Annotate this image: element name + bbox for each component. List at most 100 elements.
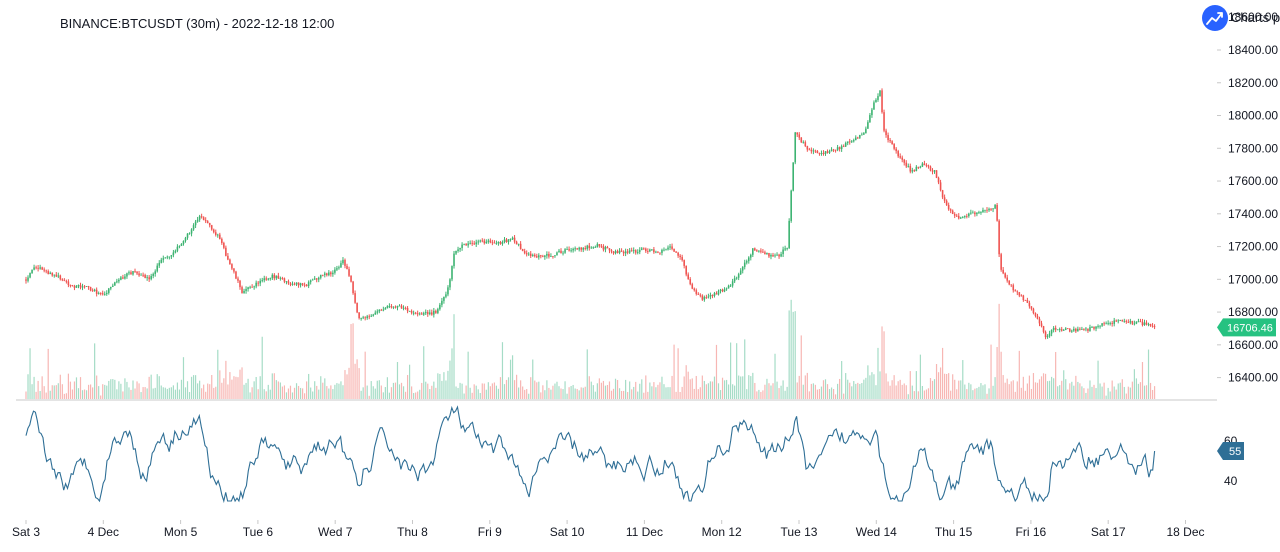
candle-body: [142, 274, 144, 276]
candle-body: [695, 290, 698, 294]
candle-body: [804, 142, 807, 147]
volume-bar: [201, 388, 203, 399]
volume-bar: [610, 390, 613, 399]
candle-body: [970, 212, 972, 214]
candle-body: [745, 261, 748, 263]
volume-bar: [843, 393, 845, 399]
candle-body: [628, 250, 631, 253]
volume-bar: [461, 383, 463, 399]
candle-body: [917, 166, 920, 168]
rsi-line[interactable]: [25, 405, 1156, 504]
time-axis[interactable]: Sat 3 4 Dec Mon 5 Tue 6 Wed 7 Thu 8 Fri 9 Sat 1…: [12, 520, 1205, 539]
volume-bar: [804, 375, 806, 399]
volume-bar: [770, 385, 772, 399]
volume-bar: [705, 384, 707, 399]
candle-body: [33, 267, 35, 270]
volume-bar: [1046, 381, 1049, 399]
candle-body: [1121, 320, 1124, 322]
candle-body: [1097, 326, 1099, 327]
volume-bar: [1030, 388, 1033, 399]
candle-body: [396, 305, 399, 308]
volume-bar: [792, 311, 794, 399]
candle-body: [863, 133, 865, 135]
volume-bar: [629, 381, 631, 399]
volume-bar: [534, 380, 536, 399]
volume-bar: [114, 379, 116, 399]
volume-bar: [441, 380, 443, 399]
candle-body: [346, 265, 348, 270]
candle-body: [422, 313, 425, 315]
candle-body: [1135, 321, 1138, 324]
candle-body: [103, 294, 106, 295]
candle-body: [636, 252, 639, 253]
volume-bar: [941, 347, 944, 399]
price-axis[interactable]: 18600.00 18400.00 18200.00 18000.00 17800.00…: [1217, 10, 1278, 385]
candle-body: [634, 250, 637, 253]
volume-bar: [655, 387, 657, 399]
candle-body: [118, 279, 120, 282]
candle-body: [57, 275, 60, 277]
candle-body: [673, 248, 675, 252]
volume-bar: [130, 389, 132, 399]
volume-bar: [657, 384, 659, 399]
candle-body: [1048, 333, 1051, 337]
candle-body: [838, 147, 841, 149]
volume-bar: [1026, 383, 1028, 399]
volume-bar: [314, 381, 316, 399]
volume-bar: [372, 386, 374, 399]
candle-body: [766, 252, 768, 255]
volume-bar: [61, 384, 63, 399]
candle-body: [959, 217, 962, 219]
candle-body: [366, 316, 368, 319]
volume-bar: [507, 377, 510, 399]
candle-body: [190, 229, 193, 234]
candle-body: [65, 280, 68, 282]
candle-body: [332, 272, 334, 275]
candle-body: [263, 278, 266, 281]
volume-bar: [515, 374, 518, 399]
volume-bar: [77, 388, 80, 399]
candle-body: [182, 240, 185, 244]
volume-bar: [190, 376, 193, 399]
candle-body: [925, 165, 928, 166]
candle-body: [624, 251, 627, 254]
volume-bar: [51, 385, 53, 399]
candle-body: [1014, 290, 1017, 292]
candle-body: [1087, 328, 1089, 331]
candle-body: [919, 166, 922, 168]
volume-bar: [923, 390, 926, 399]
volume-bar: [580, 387, 582, 399]
volume-bar: [209, 384, 211, 399]
candle-body: [37, 267, 39, 269]
volume-bar: [849, 382, 851, 399]
volume-bar: [340, 381, 342, 399]
volume-bar: [812, 383, 814, 399]
candle-body: [265, 278, 268, 280]
volume-bar: [146, 388, 148, 399]
candle-body: [879, 90, 881, 97]
chart-logo[interactable]: Charts p: [1202, 5, 1280, 31]
candle-body: [1105, 323, 1107, 325]
volume-bar: [1131, 381, 1133, 399]
volume-bar: [711, 381, 714, 399]
volume-bar: [665, 387, 667, 399]
candle-body: [253, 286, 255, 288]
candle-body: [606, 247, 609, 249]
volume-bar: [25, 391, 27, 399]
candle-body: [578, 247, 580, 250]
volume-bar: [944, 373, 946, 399]
price-tick-label: 17600.00: [1228, 174, 1278, 188]
candle-body: [538, 255, 540, 258]
candlestick-series[interactable]: [25, 88, 1156, 340]
candle-body: [281, 277, 284, 279]
candle-body: [976, 212, 978, 215]
price-tick-label: 17400.00: [1228, 207, 1278, 221]
candle-body: [420, 313, 423, 315]
volume-bar: [986, 393, 988, 399]
candle-body: [132, 271, 134, 275]
candle-body: [772, 255, 774, 257]
candle-body: [915, 166, 918, 172]
volume-bar: [1067, 389, 1069, 399]
candle-body: [1036, 315, 1039, 319]
